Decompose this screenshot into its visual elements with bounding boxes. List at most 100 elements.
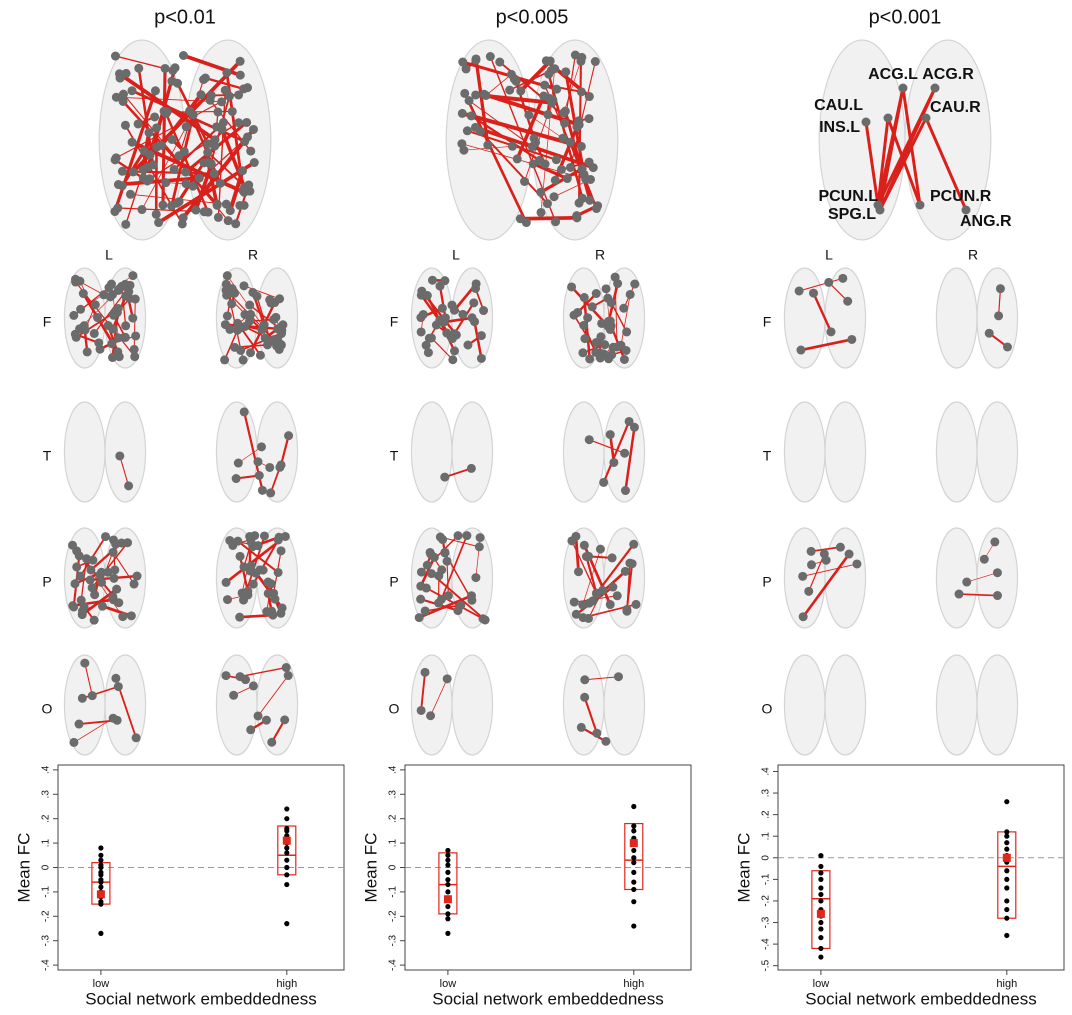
node (128, 271, 137, 280)
node (242, 118, 251, 127)
y-tick-label: -.2 (41, 910, 52, 922)
node (457, 139, 466, 148)
node (154, 218, 163, 227)
node (265, 463, 274, 472)
node (110, 308, 119, 317)
node (128, 138, 137, 147)
node (862, 118, 871, 127)
hemisphere-label: L (452, 247, 460, 263)
node (240, 322, 249, 331)
node (427, 333, 436, 342)
node (179, 51, 188, 60)
node (613, 591, 622, 600)
lobe-label: T (43, 448, 52, 464)
node (543, 110, 552, 119)
node (256, 351, 265, 360)
node (980, 555, 989, 564)
node (246, 310, 255, 319)
node (539, 92, 548, 101)
y-tick-label: -.1 (41, 886, 52, 898)
node (234, 459, 243, 468)
point (445, 916, 450, 921)
node (236, 57, 245, 66)
node (121, 121, 130, 130)
node (437, 565, 446, 574)
node (68, 601, 77, 610)
node (438, 304, 447, 313)
node (257, 442, 266, 451)
node (228, 541, 237, 550)
node (423, 291, 432, 300)
node (228, 107, 237, 116)
node (126, 190, 135, 199)
x-axis-label: Social network embeddedness (805, 989, 1037, 1008)
node (115, 451, 124, 460)
y-tick-label: .4 (761, 767, 772, 776)
node (284, 431, 293, 440)
node (121, 220, 130, 229)
node (540, 81, 549, 90)
node (261, 334, 270, 343)
point (631, 899, 636, 904)
point (284, 872, 289, 877)
node (280, 715, 289, 724)
point (284, 921, 289, 926)
node (119, 90, 128, 99)
node (609, 343, 618, 352)
hemisphere (411, 402, 452, 502)
node (421, 606, 430, 615)
node (181, 168, 190, 177)
node (260, 320, 269, 329)
node (524, 110, 533, 119)
point (98, 880, 103, 885)
node (264, 578, 273, 587)
node (133, 572, 142, 581)
node (580, 293, 589, 302)
y-tick-label: -.3 (388, 934, 399, 946)
node (246, 535, 255, 544)
region-label: PCUN.L (818, 188, 878, 205)
node (88, 691, 97, 700)
point (98, 858, 103, 863)
node (128, 86, 137, 95)
node (140, 146, 149, 155)
node (962, 578, 971, 587)
lobe-label: O (389, 701, 400, 717)
node (90, 590, 99, 599)
y-tick-label: 0 (388, 864, 399, 870)
hemisphere (977, 402, 1018, 502)
node (118, 167, 127, 176)
point (445, 931, 450, 936)
node (221, 86, 230, 95)
node (218, 125, 227, 134)
node (468, 313, 477, 322)
node (580, 693, 589, 702)
point (1004, 847, 1009, 852)
y-tick-label: -.5 (761, 959, 772, 971)
y-tick-label: .3 (761, 788, 772, 797)
point (818, 870, 823, 875)
y-tick-label: -.3 (761, 916, 772, 928)
node (262, 716, 271, 725)
node (416, 595, 425, 604)
node (551, 176, 560, 185)
node (442, 329, 451, 338)
node (798, 572, 807, 581)
node (471, 56, 480, 65)
node (262, 607, 271, 616)
node (613, 279, 622, 288)
node (441, 313, 450, 322)
node (467, 596, 476, 605)
node (274, 535, 283, 544)
y-tick-label: .1 (388, 838, 399, 847)
point (98, 931, 103, 936)
point (631, 848, 636, 853)
node (86, 575, 95, 584)
hemisphere (216, 402, 257, 502)
node (267, 299, 276, 308)
node (603, 294, 612, 303)
y-axis-label: Mean FC (734, 833, 753, 903)
node (250, 158, 259, 167)
node (606, 325, 615, 334)
node (118, 612, 127, 621)
